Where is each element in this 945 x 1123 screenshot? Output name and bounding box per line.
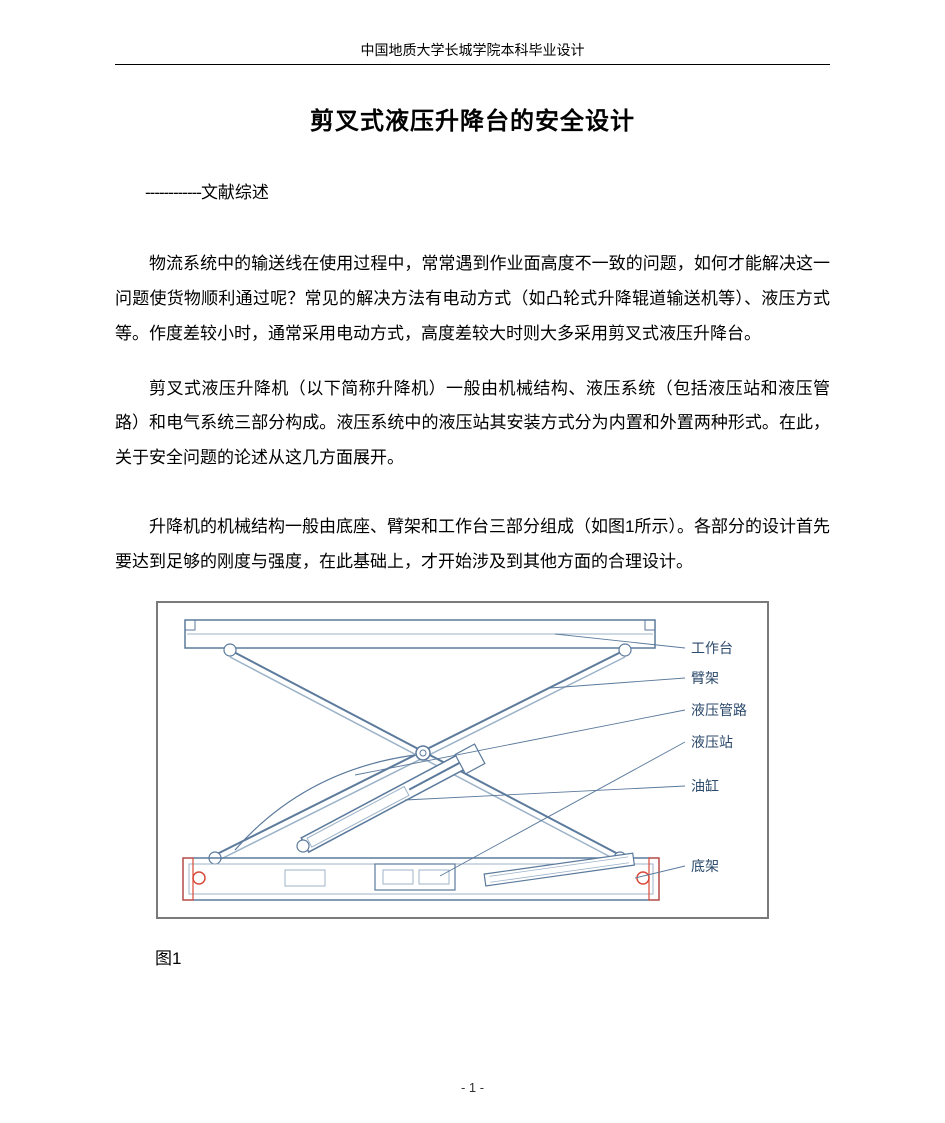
paragraph-1: 物流系统中的输送线在使用过程中，常常遇到作业面高度不一致的问题，如何才能解决这一… bbox=[115, 247, 830, 352]
paragraph-3: 升降机的机械结构一般由底座、臂架和工作台三部分组成（如图1所示）。各部分的设计首… bbox=[115, 510, 830, 580]
label-cylinder: 油缸 bbox=[691, 778, 719, 794]
label-station: 液压站 bbox=[691, 734, 733, 750]
figure-caption: 图1 bbox=[155, 944, 830, 969]
subtitle-dashes: ------------ bbox=[145, 183, 201, 202]
figure-1-diagram: 工作台 臂架 液压管路 液压站 油缸 底架 bbox=[155, 600, 770, 920]
document-title: 剪叉式液压升降台的安全设计 bbox=[115, 101, 830, 136]
subtitle-line: ------------文献综述 bbox=[145, 178, 830, 203]
paragraph-2: 剪叉式液压升降机（以下简称升降机）一般由机械结构、液压系统（包括液压站和液压管路… bbox=[115, 372, 830, 477]
page-number: - 1 - bbox=[0, 1080, 945, 1095]
subtitle-text: 文献综述 bbox=[201, 183, 269, 202]
label-platform: 工作台 bbox=[691, 640, 733, 656]
scissor-lift-diagram: 工作台 臂架 液压管路 液压站 油缸 底架 bbox=[155, 600, 770, 920]
label-base: 底架 bbox=[691, 858, 719, 874]
label-arm: 臂架 bbox=[691, 670, 719, 686]
document-header: 中国地质大学长城学院本科毕业设计 bbox=[115, 40, 830, 65]
label-pipeline: 液压管路 bbox=[691, 702, 747, 718]
